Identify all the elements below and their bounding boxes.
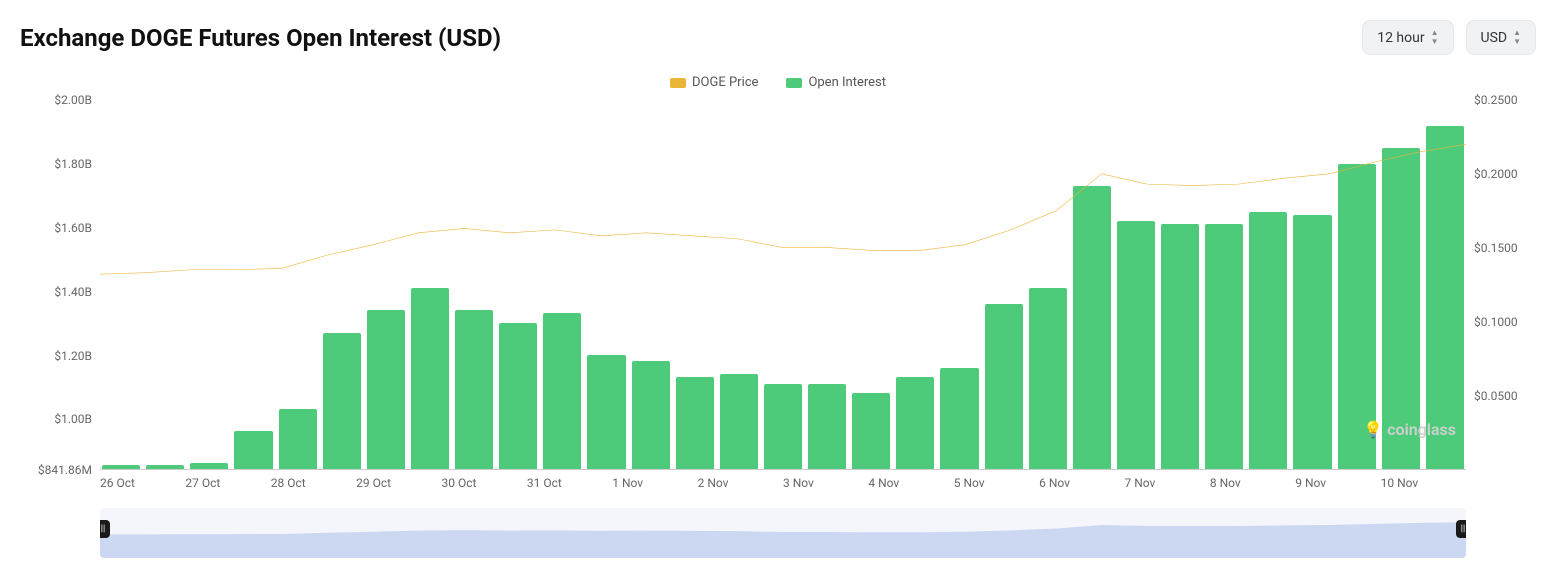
y-axis-right: $0.2500$0.2000$0.1500$0.1000$0.0500 [1466, 100, 1536, 470]
chart-title: Exchange DOGE Futures Open Interest (USD… [20, 24, 501, 52]
chart-plot-area: $2.00B$1.80B$1.60B$1.40B$1.20B$1.00B$841… [20, 100, 1536, 470]
x-tick: 6 Nov [1039, 476, 1124, 490]
chevron-updown-icon: ▲▼ [1513, 29, 1521, 46]
x-tick: 29 Oct [356, 476, 441, 490]
x-axis: 26 Oct27 Oct28 Oct29 Oct30 Oct31 Oct1 No… [100, 476, 1466, 490]
minimap-area [100, 508, 1466, 558]
axis-tick: $1.20B [54, 349, 92, 363]
range-handle-right[interactable]: || [1456, 520, 1466, 538]
x-tick: 10 Nov [1381, 476, 1466, 490]
interval-dropdown[interactable]: 12 hour ▲▼ [1362, 20, 1453, 55]
legend-swatch-price [670, 78, 686, 88]
x-tick: 7 Nov [1125, 476, 1210, 490]
chevron-updown-icon: ▲▼ [1431, 29, 1439, 46]
axis-tick: $1.00B [54, 412, 92, 426]
x-tick: 31 Oct [527, 476, 612, 490]
x-tick: 30 Oct [442, 476, 527, 490]
y-axis-left: $2.00B$1.80B$1.60B$1.40B$1.20B$1.00B$841… [20, 100, 100, 470]
x-tick: 1 Nov [612, 476, 697, 490]
x-tick: 8 Nov [1210, 476, 1295, 490]
interval-dropdown-label: 12 hour [1377, 30, 1424, 46]
x-tick: 9 Nov [1295, 476, 1380, 490]
x-tick: 26 Oct [100, 476, 185, 490]
axis-tick: $2.00B [54, 93, 92, 107]
legend-swatch-oi [786, 78, 802, 88]
x-tick: 27 Oct [185, 476, 270, 490]
legend-label-oi: Open Interest [808, 75, 886, 90]
currency-dropdown-label: USD [1481, 30, 1508, 46]
chart-controls: 12 hour ▲▼ USD ▲▼ [1362, 20, 1536, 55]
axis-tick: $0.0500 [1474, 389, 1518, 403]
x-tick: 4 Nov [868, 476, 953, 490]
x-tick: 28 Oct [271, 476, 356, 490]
price-line [100, 100, 1466, 469]
chart-legend: DOGE Price Open Interest [20, 75, 1536, 90]
range-minimap[interactable]: || || [100, 508, 1466, 558]
plot[interactable]: 💡 coinglass [100, 100, 1466, 470]
axis-tick: $1.40B [54, 285, 92, 299]
currency-dropdown[interactable]: USD ▲▼ [1466, 20, 1537, 55]
axis-tick: $1.60B [54, 221, 92, 235]
range-handle-left[interactable]: || [100, 520, 110, 538]
axis-tick: $0.1000 [1474, 315, 1518, 329]
legend-item-price[interactable]: DOGE Price [670, 75, 758, 90]
axis-tick: $0.2000 [1474, 167, 1518, 181]
x-tick: 5 Nov [954, 476, 1039, 490]
axis-tick: $841.86M [38, 463, 92, 477]
axis-tick: $0.1500 [1474, 241, 1518, 255]
x-tick: 2 Nov [698, 476, 783, 490]
legend-item-oi[interactable]: Open Interest [786, 75, 886, 90]
x-tick: 3 Nov [783, 476, 868, 490]
legend-label-price: DOGE Price [692, 75, 758, 90]
axis-tick: $1.80B [54, 157, 92, 171]
axis-tick: $0.2500 [1474, 93, 1518, 107]
